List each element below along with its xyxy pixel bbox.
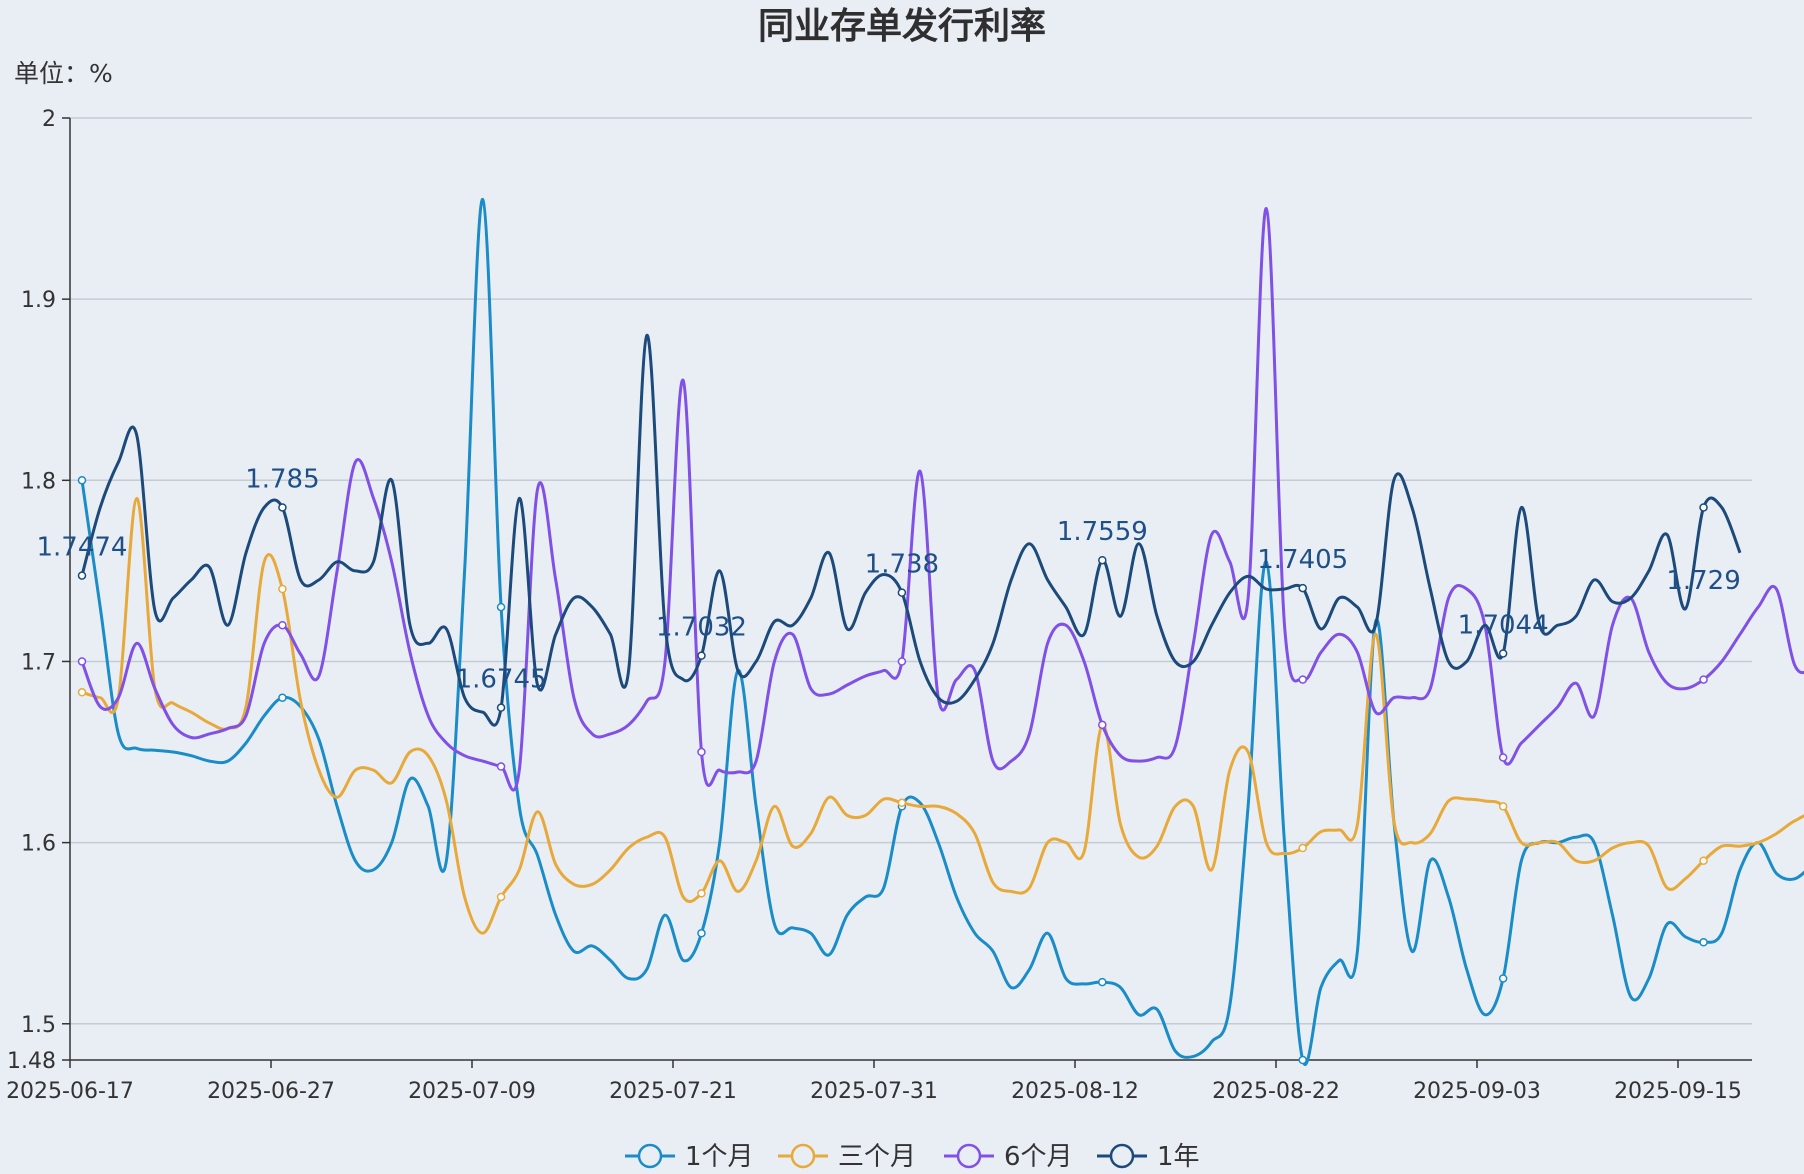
data-label: 1.7032: [656, 613, 747, 643]
legend-marker: [790, 1143, 816, 1169]
data-point[interactable]: [1498, 753, 1508, 762]
data-point[interactable]: [77, 571, 87, 580]
axes: 1.48 1.5 1.6 1.7 1.8 1.9 2 2025-06-17 2025-06-27…: [6, 107, 1752, 1104]
data-point[interactable]: [1699, 938, 1708, 947]
data-label: 1.738: [865, 550, 939, 580]
data-label: 1.729: [1666, 566, 1740, 596]
data-point[interactable]: [1498, 802, 1508, 811]
data-point[interactable]: [278, 693, 287, 702]
legend[interactable]: 1个月 三个月 6个月 1年: [625, 1142, 1200, 1172]
data-point[interactable]: [697, 747, 706, 757]
series-3: [77, 333, 1742, 727]
series-2: [77, 207, 1804, 792]
data-point[interactable]: [1699, 675, 1708, 684]
legend-item[interactable]: 6个月: [944, 1142, 1073, 1172]
legend-marker: [1109, 1143, 1135, 1169]
y-tick-label: 1.8: [21, 469, 56, 494]
data-label: 1.7474: [37, 533, 128, 563]
data-label: 1.7559: [1057, 517, 1148, 547]
data-point[interactable]: [697, 889, 706, 898]
data-point[interactable]: [496, 602, 506, 612]
data-label: 1.785: [245, 464, 319, 494]
legend-item[interactable]: 1年: [1097, 1142, 1200, 1172]
data-point[interactable]: [1298, 675, 1307, 684]
x-tick-label: 2025-08-22: [1212, 1079, 1340, 1104]
x-tick-label: 2025-07-21: [609, 1079, 737, 1104]
x-tick-label: 2025-09-15: [1614, 1079, 1742, 1104]
y-tick-label: 1.7: [21, 650, 56, 675]
data-point[interactable]: [1098, 720, 1107, 730]
data-point[interactable]: [496, 703, 506, 712]
chart-title: 同业存单发行利率: [758, 6, 1046, 47]
legend-label: 6个月: [1004, 1142, 1073, 1172]
legend-item[interactable]: 1个月: [625, 1142, 754, 1172]
x-tick-label: 2025-07-31: [810, 1079, 938, 1104]
data-point[interactable]: [1098, 977, 1107, 987]
series-layer: [77, 197, 1804, 1066]
series-line: [81, 496, 1804, 935]
data-point[interactable]: [1498, 649, 1508, 658]
data-label: 1.6745: [456, 665, 547, 695]
x-tick-label: 2025-07-09: [408, 1079, 536, 1104]
y-tick-label: 1.6: [21, 832, 56, 857]
data-point[interactable]: [496, 762, 506, 771]
data-point[interactable]: [278, 584, 287, 594]
data-point[interactable]: [1699, 503, 1708, 512]
data-point[interactable]: [1298, 1055, 1307, 1065]
y-tick-label: 1.48: [7, 1049, 56, 1074]
data-point[interactable]: [77, 688, 87, 697]
legend-label: 三个月: [838, 1142, 916, 1172]
data-point[interactable]: [897, 588, 907, 597]
x-tick-label: 2025-09-03: [1413, 1079, 1541, 1104]
y-tick-label: 2: [42, 107, 56, 132]
legend-label: 1个月: [685, 1142, 754, 1172]
data-point[interactable]: [1298, 843, 1307, 853]
data-label: 1.7044: [1458, 610, 1549, 640]
data-point[interactable]: [278, 620, 287, 630]
data-point[interactable]: [278, 503, 287, 512]
legend-label: 1年: [1157, 1142, 1200, 1172]
legend-item[interactable]: 三个月: [778, 1142, 916, 1172]
data-point[interactable]: [1098, 555, 1107, 565]
y-tick-label: 1.5: [21, 1013, 56, 1038]
series-line: [80, 333, 1742, 727]
x-tick-label: 2025-06-17: [6, 1079, 134, 1104]
data-point[interactable]: [897, 657, 907, 666]
x-tick-label: 2025-06-27: [207, 1079, 335, 1104]
data-point[interactable]: [897, 798, 907, 808]
data-point[interactable]: [697, 928, 706, 938]
data-point[interactable]: [77, 476, 87, 485]
legend-marker: [956, 1143, 982, 1169]
x-tick-label: 2025-08-12: [1011, 1079, 1139, 1104]
series-line: [80, 207, 1804, 792]
unit-label: 单位：%: [14, 59, 113, 88]
data-point[interactable]: [1498, 974, 1508, 983]
data-point[interactable]: [77, 657, 87, 666]
y-tick-label: 1.9: [21, 288, 56, 313]
data-label: 1.7405: [1257, 545, 1348, 575]
data-point[interactable]: [496, 892, 506, 902]
data-point[interactable]: [1298, 583, 1307, 593]
data-labels: 1.7474 1.785 1.6745 1.7032 1.738 1.7559 1.7405…: [37, 464, 1741, 694]
data-point[interactable]: [697, 651, 706, 660]
legend-marker: [637, 1143, 663, 1169]
data-point[interactable]: [1699, 856, 1708, 865]
